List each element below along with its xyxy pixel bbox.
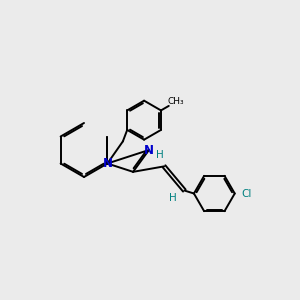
Text: CH₃: CH₃	[168, 97, 184, 106]
Text: Cl: Cl	[241, 188, 252, 199]
Text: N: N	[102, 157, 112, 170]
Text: H: H	[169, 193, 177, 203]
Text: H: H	[156, 150, 164, 160]
Text: N: N	[144, 143, 154, 157]
